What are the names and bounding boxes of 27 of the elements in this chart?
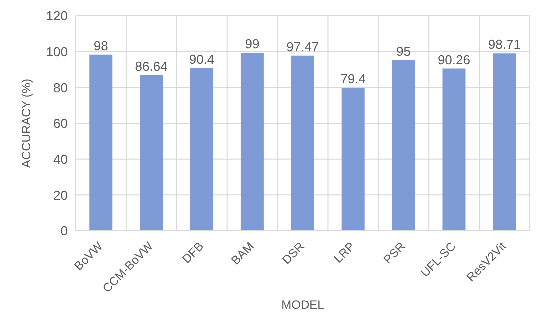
bar xyxy=(90,54,113,231)
bar xyxy=(240,53,264,231)
bar xyxy=(442,68,466,231)
y-tick-label: 80 xyxy=(54,80,68,96)
bar xyxy=(392,60,416,231)
x-axis-title: MODEL xyxy=(282,298,325,312)
data-label: 79.4 xyxy=(340,72,366,87)
data-label: 99 xyxy=(245,36,260,52)
y-tick-label: 40 xyxy=(54,152,68,167)
data-label: 97.47 xyxy=(286,39,320,54)
data-label: 90.4 xyxy=(189,52,215,68)
data-label: 95 xyxy=(396,44,412,59)
y-tick-label: 20 xyxy=(54,188,68,203)
y-tick-label: 100 xyxy=(46,44,68,60)
bar xyxy=(342,88,365,231)
y-tick-label: 60 xyxy=(54,116,68,132)
bar xyxy=(140,75,164,231)
bar xyxy=(493,54,516,231)
data-label: 98.71 xyxy=(488,37,521,52)
y-tick-label: 120 xyxy=(46,8,68,24)
bar xyxy=(190,68,214,231)
data-label: 86.64 xyxy=(135,58,168,74)
bar xyxy=(291,56,314,231)
y-axis-title: ACCURACY (%) xyxy=(19,78,34,168)
data-label: 98 xyxy=(94,38,108,54)
y-tick-label: 0 xyxy=(60,224,68,239)
data-label: 90.26 xyxy=(438,52,471,68)
